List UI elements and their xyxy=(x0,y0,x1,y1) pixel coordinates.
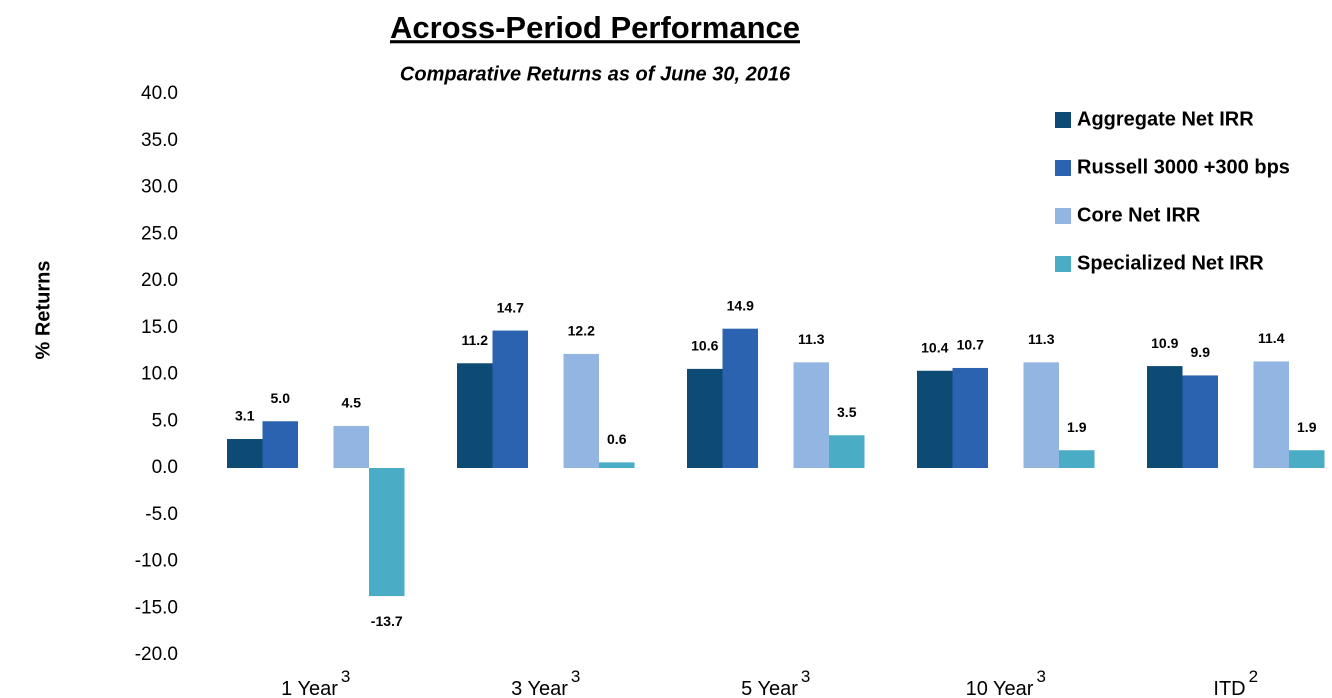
legend-label: Russell 3000 +300 bps xyxy=(1077,156,1290,178)
value-label: -13.7 xyxy=(371,613,403,629)
category-name: 1 Year xyxy=(281,678,338,698)
value-label: 9.9 xyxy=(1191,344,1211,360)
bar xyxy=(687,368,723,468)
y-tick-label: -10.0 xyxy=(135,551,178,572)
value-label: 10.4 xyxy=(921,339,948,355)
value-label: 3.1 xyxy=(235,408,255,424)
bar xyxy=(829,435,865,468)
x-tick-label: 3 Year3 xyxy=(511,667,580,698)
y-tick-label: -5.0 xyxy=(145,504,178,525)
y-axis-label: % Returns xyxy=(32,261,54,360)
legend-label: Aggregate Net IRR xyxy=(1077,108,1254,130)
bar xyxy=(492,330,528,468)
legend-swatch xyxy=(1055,112,1071,128)
bar xyxy=(599,462,635,468)
category-name: 3 Year xyxy=(511,678,568,698)
value-label: 10.7 xyxy=(957,337,984,353)
value-label: 10.6 xyxy=(691,338,718,354)
legend-swatch xyxy=(1055,160,1071,176)
value-label: 4.5 xyxy=(342,395,362,411)
bar xyxy=(1023,362,1059,468)
chart-title: Across-Period Performance xyxy=(390,10,800,45)
bar xyxy=(1147,366,1183,468)
category-note: 3 xyxy=(801,667,810,686)
legend-swatch xyxy=(1055,208,1071,224)
category-name: ITD xyxy=(1213,678,1245,698)
category-note: 3 xyxy=(1036,667,1045,686)
chart-subtitle: Comparative Returns as of June 30, 2016 xyxy=(400,63,791,85)
bar xyxy=(1059,450,1095,468)
bar xyxy=(333,425,369,468)
value-label: 10.9 xyxy=(1151,335,1178,351)
category-name: 5 Year xyxy=(741,678,798,698)
value-label: 11.4 xyxy=(1258,330,1285,346)
bar xyxy=(1253,361,1289,468)
y-tick-label: -15.0 xyxy=(135,597,178,618)
bar xyxy=(1182,375,1218,468)
value-label: 0.6 xyxy=(607,431,627,447)
legend-swatch xyxy=(1055,256,1071,272)
value-label: 3.5 xyxy=(837,404,857,420)
legend-label: Specialized Net IRR xyxy=(1077,252,1264,274)
y-tick-label: 25.0 xyxy=(141,223,178,244)
value-label: 5.0 xyxy=(271,390,291,406)
bar xyxy=(917,370,953,468)
y-tick-label: 20.0 xyxy=(141,270,178,291)
value-label: 11.2 xyxy=(462,332,489,348)
y-tick-label: 5.0 xyxy=(152,410,178,431)
y-tick-label: 15.0 xyxy=(141,317,178,338)
bar xyxy=(369,468,405,597)
x-tick-label: 1 Year3 xyxy=(281,667,350,698)
x-tick-label: ITD2 xyxy=(1213,667,1258,698)
value-label: 14.7 xyxy=(497,299,524,315)
bar xyxy=(793,362,829,468)
value-label: 12.2 xyxy=(568,323,595,339)
legend-label: Core Net IRR xyxy=(1077,204,1201,226)
value-label: 1.9 xyxy=(1297,419,1317,435)
y-tick-label: -20.0 xyxy=(135,644,178,665)
x-tick-label: 5 Year3 xyxy=(741,667,810,698)
x-tick-label: 10 Year3 xyxy=(966,667,1046,698)
y-tick-label: 30.0 xyxy=(141,177,178,198)
bar xyxy=(722,328,758,468)
category-note: 3 xyxy=(341,667,350,686)
value-label: 1.9 xyxy=(1067,419,1087,435)
bar xyxy=(952,367,988,468)
y-tick-label: 40.0 xyxy=(141,83,178,104)
bar xyxy=(1289,450,1325,468)
value-label: 11.3 xyxy=(1028,331,1055,347)
bar xyxy=(227,439,263,468)
category-name: 10 Year xyxy=(966,678,1034,698)
bar xyxy=(563,353,599,468)
value-label: 11.3 xyxy=(798,331,825,347)
bar xyxy=(262,421,298,468)
value-label: 14.9 xyxy=(727,297,754,313)
category-note: 2 xyxy=(1249,667,1258,686)
y-tick-label: 10.0 xyxy=(141,364,178,385)
category-note: 3 xyxy=(571,667,580,686)
bar xyxy=(457,363,493,468)
y-tick-label: 35.0 xyxy=(141,130,178,151)
y-tick-label: 0.0 xyxy=(152,457,178,478)
